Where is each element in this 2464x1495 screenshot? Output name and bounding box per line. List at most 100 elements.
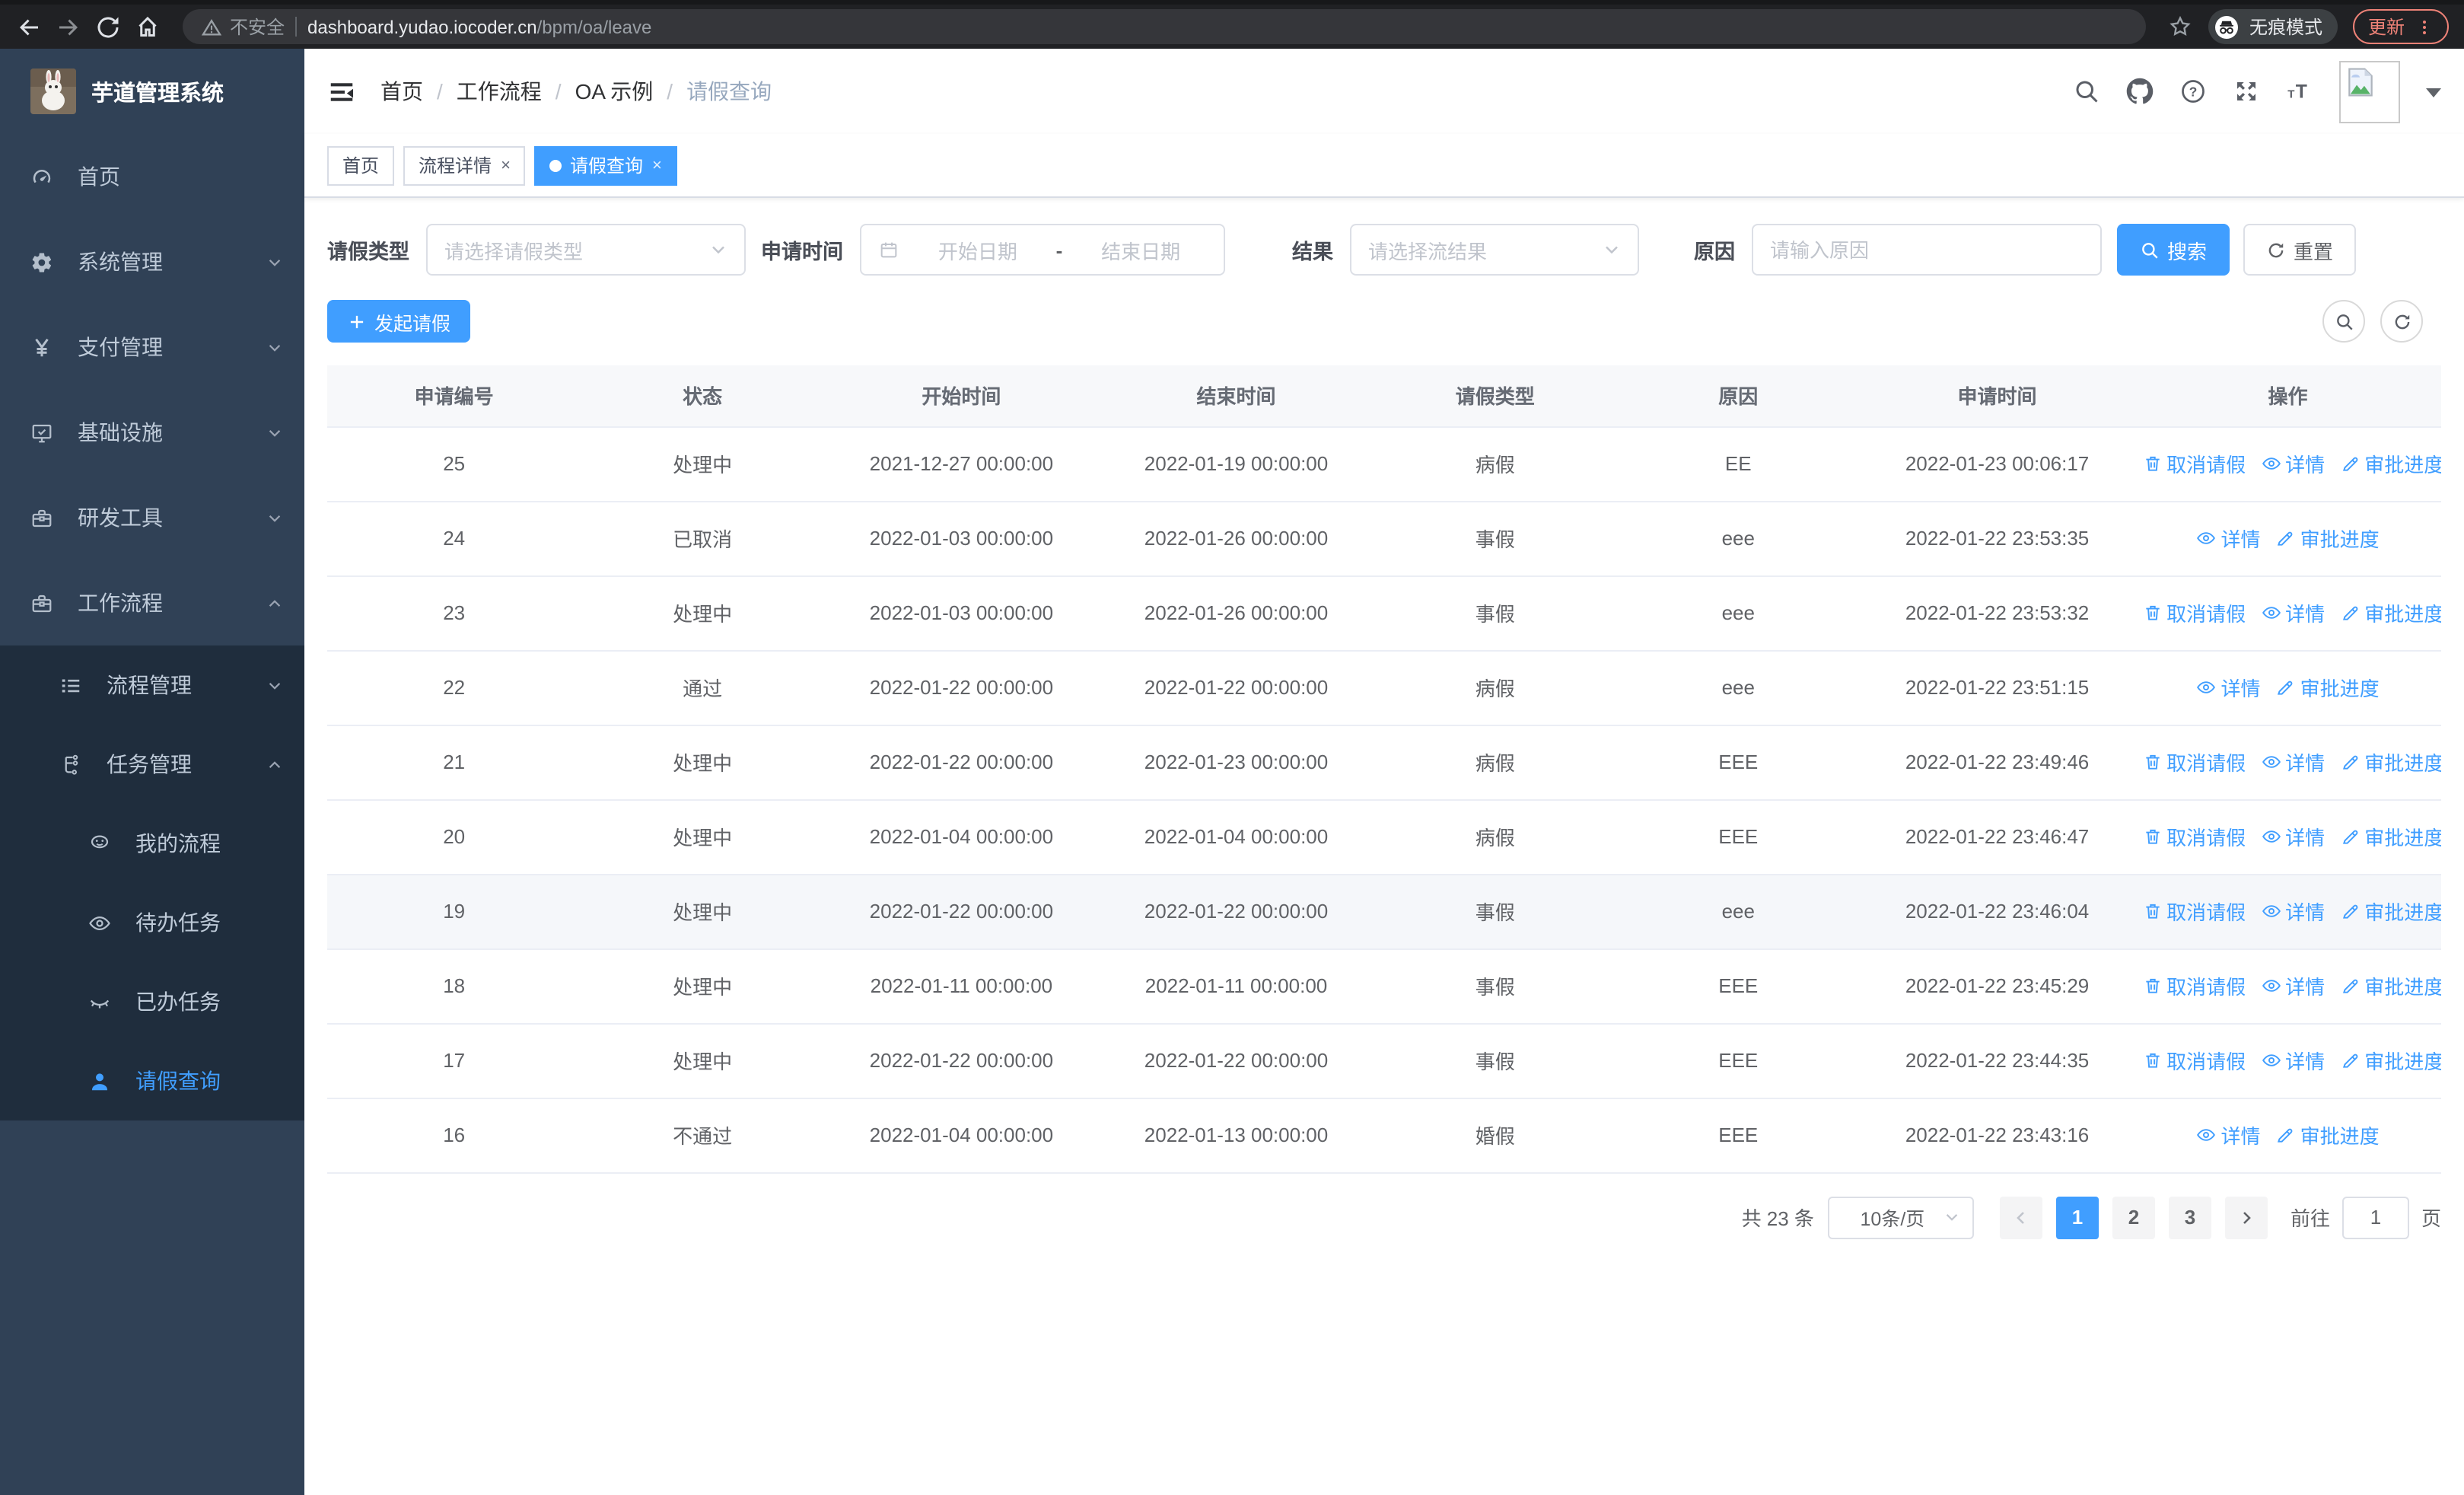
toggle-search-button[interactable] (2322, 300, 2365, 343)
progress-action-link[interactable]: 审批进度 (2340, 748, 2441, 776)
sidebar-item-7[interactable]: 任务管理 (0, 725, 304, 804)
goto-page-input[interactable] (2341, 1196, 2409, 1238)
breadcrumb-separator: / (555, 79, 562, 104)
reset-button[interactable]: 重置 (2243, 224, 2357, 276)
sidebar-item-11[interactable]: 请假查询 (0, 1041, 304, 1120)
sidebar-item-1[interactable]: 系统管理 (0, 219, 304, 304)
cell-end: 2022-01-22 00:00:00 (1098, 650, 1374, 725)
security-status[interactable]: 不安全 (201, 14, 285, 40)
detail-action-link[interactable]: 详情 (2261, 897, 2325, 926)
detail-action-link[interactable]: 详情 (2261, 598, 2325, 627)
select-placeholder: 请选择请假类型 (444, 240, 584, 263)
action-label: 取消请假 (2166, 901, 2246, 924)
close-icon[interactable]: × (501, 156, 511, 174)
sidebar-item-2[interactable]: 支付管理 (0, 304, 304, 390)
cell-actions: 取消请假 详情 审批进度 (2135, 799, 2441, 875)
incognito-label: 无痕模式 (2249, 17, 2322, 38)
detail-action-link[interactable]: 详情 (2261, 1046, 2325, 1075)
breadcrumb-item[interactable]: 工作流程 (456, 79, 542, 104)
cancel-action-link[interactable]: 取消请假 (2142, 822, 2246, 851)
bookmark-star-icon[interactable] (2167, 14, 2193, 40)
detail-action-link[interactable]: 详情 (2261, 748, 2325, 776)
yen-icon (30, 336, 53, 359)
create-leave-button[interactable]: 发起请假 (327, 300, 471, 343)
action-label: 详情 (2220, 1125, 2261, 1148)
cell-type: 事假 (1374, 501, 1617, 576)
breadcrumb-item[interactable]: 首页 (380, 79, 423, 104)
progress-action-link[interactable]: 审批进度 (2340, 449, 2441, 478)
detail-action-link[interactable]: 详情 (2197, 1120, 2261, 1149)
page-button-3[interactable]: 3 (2168, 1196, 2211, 1238)
detail-action-link[interactable]: 详情 (2261, 822, 2325, 851)
sidebar-collapse-icon[interactable] (327, 77, 356, 106)
sidebar-item-10[interactable]: 已办任务 (0, 962, 304, 1041)
reload-icon[interactable] (94, 13, 122, 40)
close-icon[interactable]: × (651, 156, 662, 174)
detail-action-link[interactable]: 详情 (2197, 673, 2261, 702)
detail-action-link[interactable]: 详情 (2261, 449, 2325, 478)
back-icon[interactable] (15, 13, 43, 40)
progress-action-link[interactable]: 审批进度 (2340, 598, 2441, 627)
sidebar-item-3[interactable]: 基础设施 (0, 390, 304, 475)
page-button-2[interactable]: 2 (2112, 1196, 2155, 1238)
cell-actions: 取消请假 详情 审批进度 (2135, 1023, 2441, 1098)
sidebar-item-5[interactable]: 工作流程 (0, 560, 304, 645)
detail-action-link[interactable]: 详情 (2197, 524, 2261, 553)
github-icon[interactable] (2126, 78, 2154, 105)
cancel-action-link[interactable]: 取消请假 (2142, 748, 2246, 776)
cancel-action-link[interactable]: 取消请假 (2142, 1046, 2246, 1075)
page-button-1[interactable]: 1 (2055, 1196, 2099, 1238)
search-button[interactable]: 搜索 (2117, 224, 2230, 276)
leave-type-select[interactable]: 请选择请假类型 (426, 224, 746, 276)
progress-action-link[interactable]: 审批进度 (2276, 673, 2380, 702)
reason-input[interactable] (1770, 238, 2084, 261)
refresh-table-button[interactable] (2380, 300, 2423, 343)
browser-menu-icon[interactable] (2415, 18, 2434, 36)
help-icon[interactable]: ? (2179, 78, 2207, 105)
tab-首页[interactable]: 首页 (327, 145, 395, 185)
app-logo-row[interactable]: 芋道管理系统 (0, 49, 304, 134)
breadcrumb-item[interactable]: OA 示例 (575, 79, 654, 104)
fullscreen-icon[interactable] (2233, 78, 2260, 105)
delete-icon (2142, 827, 2162, 846)
progress-action-link[interactable]: 审批进度 (2340, 897, 2441, 926)
tab-流程详情[interactable]: 流程详情 × (403, 145, 526, 185)
sidebar-item-0[interactable]: 首页 (0, 134, 304, 219)
next-page-button[interactable] (2224, 1196, 2268, 1238)
incognito-badge: 无痕模式 (2208, 9, 2338, 44)
cancel-action-link[interactable]: 取消请假 (2142, 598, 2246, 627)
action-label: 详情 (2285, 901, 2326, 924)
cell-reason: eee (1616, 575, 1860, 651)
cell-actions: 取消请假 详情 审批进度 (2135, 948, 2441, 1024)
update-button[interactable]: 更新 (2352, 9, 2449, 44)
sidebar-item-8[interactable]: 我的流程 (0, 804, 304, 883)
avatar-dropdown-caret[interactable] (2426, 88, 2441, 104)
progress-action-link[interactable]: 审批进度 (2340, 1046, 2441, 1075)
detail-action-link[interactable]: 详情 (2261, 971, 2325, 1000)
page-size-select[interactable]: 10条/页 (1827, 1196, 1974, 1238)
progress-action-link[interactable]: 审批进度 (2340, 822, 2441, 851)
prev-page-button[interactable] (1999, 1196, 2042, 1238)
sidebar-item-4[interactable]: 研发工具 (0, 475, 304, 560)
cancel-action-link[interactable]: 取消请假 (2142, 449, 2246, 478)
cancel-action-link[interactable]: 取消请假 (2142, 971, 2246, 1000)
avatar[interactable] (2339, 60, 2400, 123)
cancel-action-link[interactable]: 取消请假 (2142, 897, 2246, 926)
forward-icon[interactable] (55, 13, 82, 40)
action-label: 取消请假 (2166, 603, 2246, 626)
search-icon[interactable] (2073, 78, 2100, 105)
filter-label: 请假类型 (327, 241, 409, 263)
page-size-value: 10条/页 (1860, 1209, 1925, 1230)
progress-action-link[interactable]: 审批进度 (2340, 971, 2441, 1000)
tab-请假查询[interactable]: 请假查询 × (534, 145, 677, 185)
address-bar[interactable]: 不安全 dashboard.yudao.iocoder.cn/bpm/oa/le… (183, 9, 2146, 44)
date-range-input[interactable]: 开始日期 - 结束日期 (860, 224, 1225, 276)
result-select[interactable]: 请选择流结果 (1350, 224, 1639, 276)
sidebar-item-9[interactable]: 待办任务 (0, 883, 304, 962)
progress-action-link[interactable]: 审批进度 (2276, 1120, 2380, 1149)
sidebar-item-6[interactable]: 流程管理 (0, 645, 304, 725)
home-icon[interactable] (134, 13, 161, 40)
progress-action-link[interactable]: 审批进度 (2276, 524, 2380, 553)
